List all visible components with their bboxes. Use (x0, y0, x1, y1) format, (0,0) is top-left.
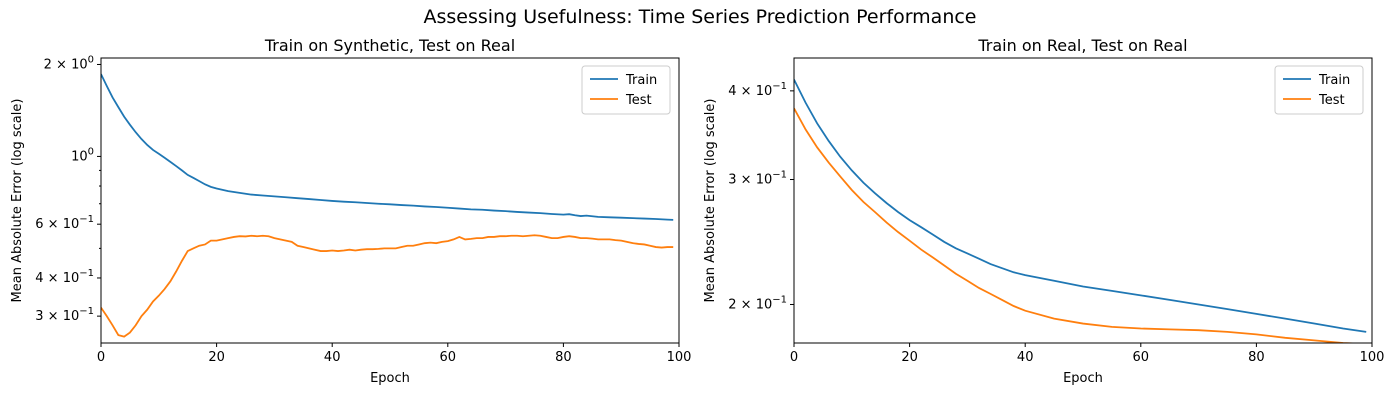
right-chart-title: Train on Real, Test on Real (977, 36, 1187, 55)
left-y-tick-label: 3 × 10−1 (35, 306, 94, 324)
left-y-tick-base: 10 (71, 149, 88, 164)
right-x-tick-label: 40 (1017, 350, 1034, 365)
left-legend-box (581, 65, 671, 115)
left-y-tick-exponent: 0 (88, 146, 94, 157)
right-y-tick-label: 3 × 10−1 (728, 170, 787, 188)
right-y-tick-exponent: −1 (772, 294, 787, 305)
left-y-tick-base: 4 × 10 (35, 271, 79, 286)
figure-suptitle: Assessing Usefulness: Time Series Predic… (423, 6, 976, 28)
right-y-tick-label: 4 × 10−1 (728, 81, 787, 99)
right-plot-frame (793, 57, 1373, 344)
right-y-tick-label: 2 × 10−1 (728, 294, 787, 312)
right-legend-label-test: Test (1318, 93, 1345, 108)
right-x-tick-label: 0 (790, 350, 798, 365)
left-x-tick-label: 40 (324, 350, 341, 365)
left-y-tick-exponent: −1 (79, 306, 94, 317)
right-x-tick-label: 100 (1360, 350, 1385, 365)
left-series-train-line (101, 73, 674, 221)
left-x-tick-label: 20 (208, 350, 225, 365)
left-y-tick-exponent: −1 (79, 268, 94, 279)
right-x-tick-label: 80 (1248, 350, 1265, 365)
right-series-train-line (794, 79, 1367, 333)
left-legend-label-train: Train (625, 73, 657, 88)
left-y-axis-label: Mean Absolute Error (log scale) (10, 99, 25, 303)
left-y-tick-label: 2 × 100 (44, 54, 94, 72)
left-y-tick-exponent: −1 (79, 214, 94, 225)
left-legend-label-test: Test (625, 93, 652, 108)
right-y-axis-label: Mean Absolute Error (log scale) (703, 99, 718, 303)
left-x-tick-label: 80 (555, 350, 572, 365)
right-chart-panel: Train on Real, Test on Real 0 20 40 60 80 100 4… (703, 36, 1384, 386)
left-y-tick-base: 6 × 10 (35, 217, 79, 232)
right-legend-label-train: Train (1318, 73, 1350, 88)
left-x-tick-label: 60 (440, 350, 457, 365)
right-y-tick-exponent: −1 (772, 81, 787, 92)
right-series-test-line (794, 107, 1367, 343)
left-y-tick-label: 4 × 10−1 (35, 268, 94, 286)
left-y-tick-base: 3 × 10 (35, 309, 79, 324)
left-chart-title: Train on Synthetic, Test on Real (264, 36, 515, 55)
right-y-tick-exponent: −1 (772, 170, 787, 181)
right-x-tick-label: 20 (901, 350, 918, 365)
right-x-tick-label: 60 (1133, 350, 1150, 365)
right-legend: Train Test (1274, 65, 1364, 115)
left-chart-panel: Train on Synthetic, Test on Real 0 20 40 60 8… (10, 36, 691, 386)
left-x-tick-label: 0 (97, 350, 105, 365)
right-y-tick-base: 3 × 10 (728, 173, 772, 188)
left-y-tick-exponent: 0 (88, 54, 94, 65)
left-x-axis-label: Epoch (370, 371, 410, 386)
left-y-tick-label: 6 × 10−1 (35, 214, 94, 232)
right-y-tick-base: 2 × 10 (728, 297, 772, 312)
left-x-tick-label: 100 (667, 350, 692, 365)
left-y-tick-label: 100 (71, 146, 94, 164)
right-y-tick-base: 4 × 10 (728, 84, 772, 99)
left-series-test-line (101, 234, 674, 338)
right-legend-box (1274, 65, 1364, 115)
left-plot-frame (100, 57, 680, 344)
left-y-tick-base: 2 × 10 (44, 57, 88, 72)
left-legend: Train Test (581, 65, 671, 115)
right-x-axis-label: Epoch (1063, 371, 1103, 386)
